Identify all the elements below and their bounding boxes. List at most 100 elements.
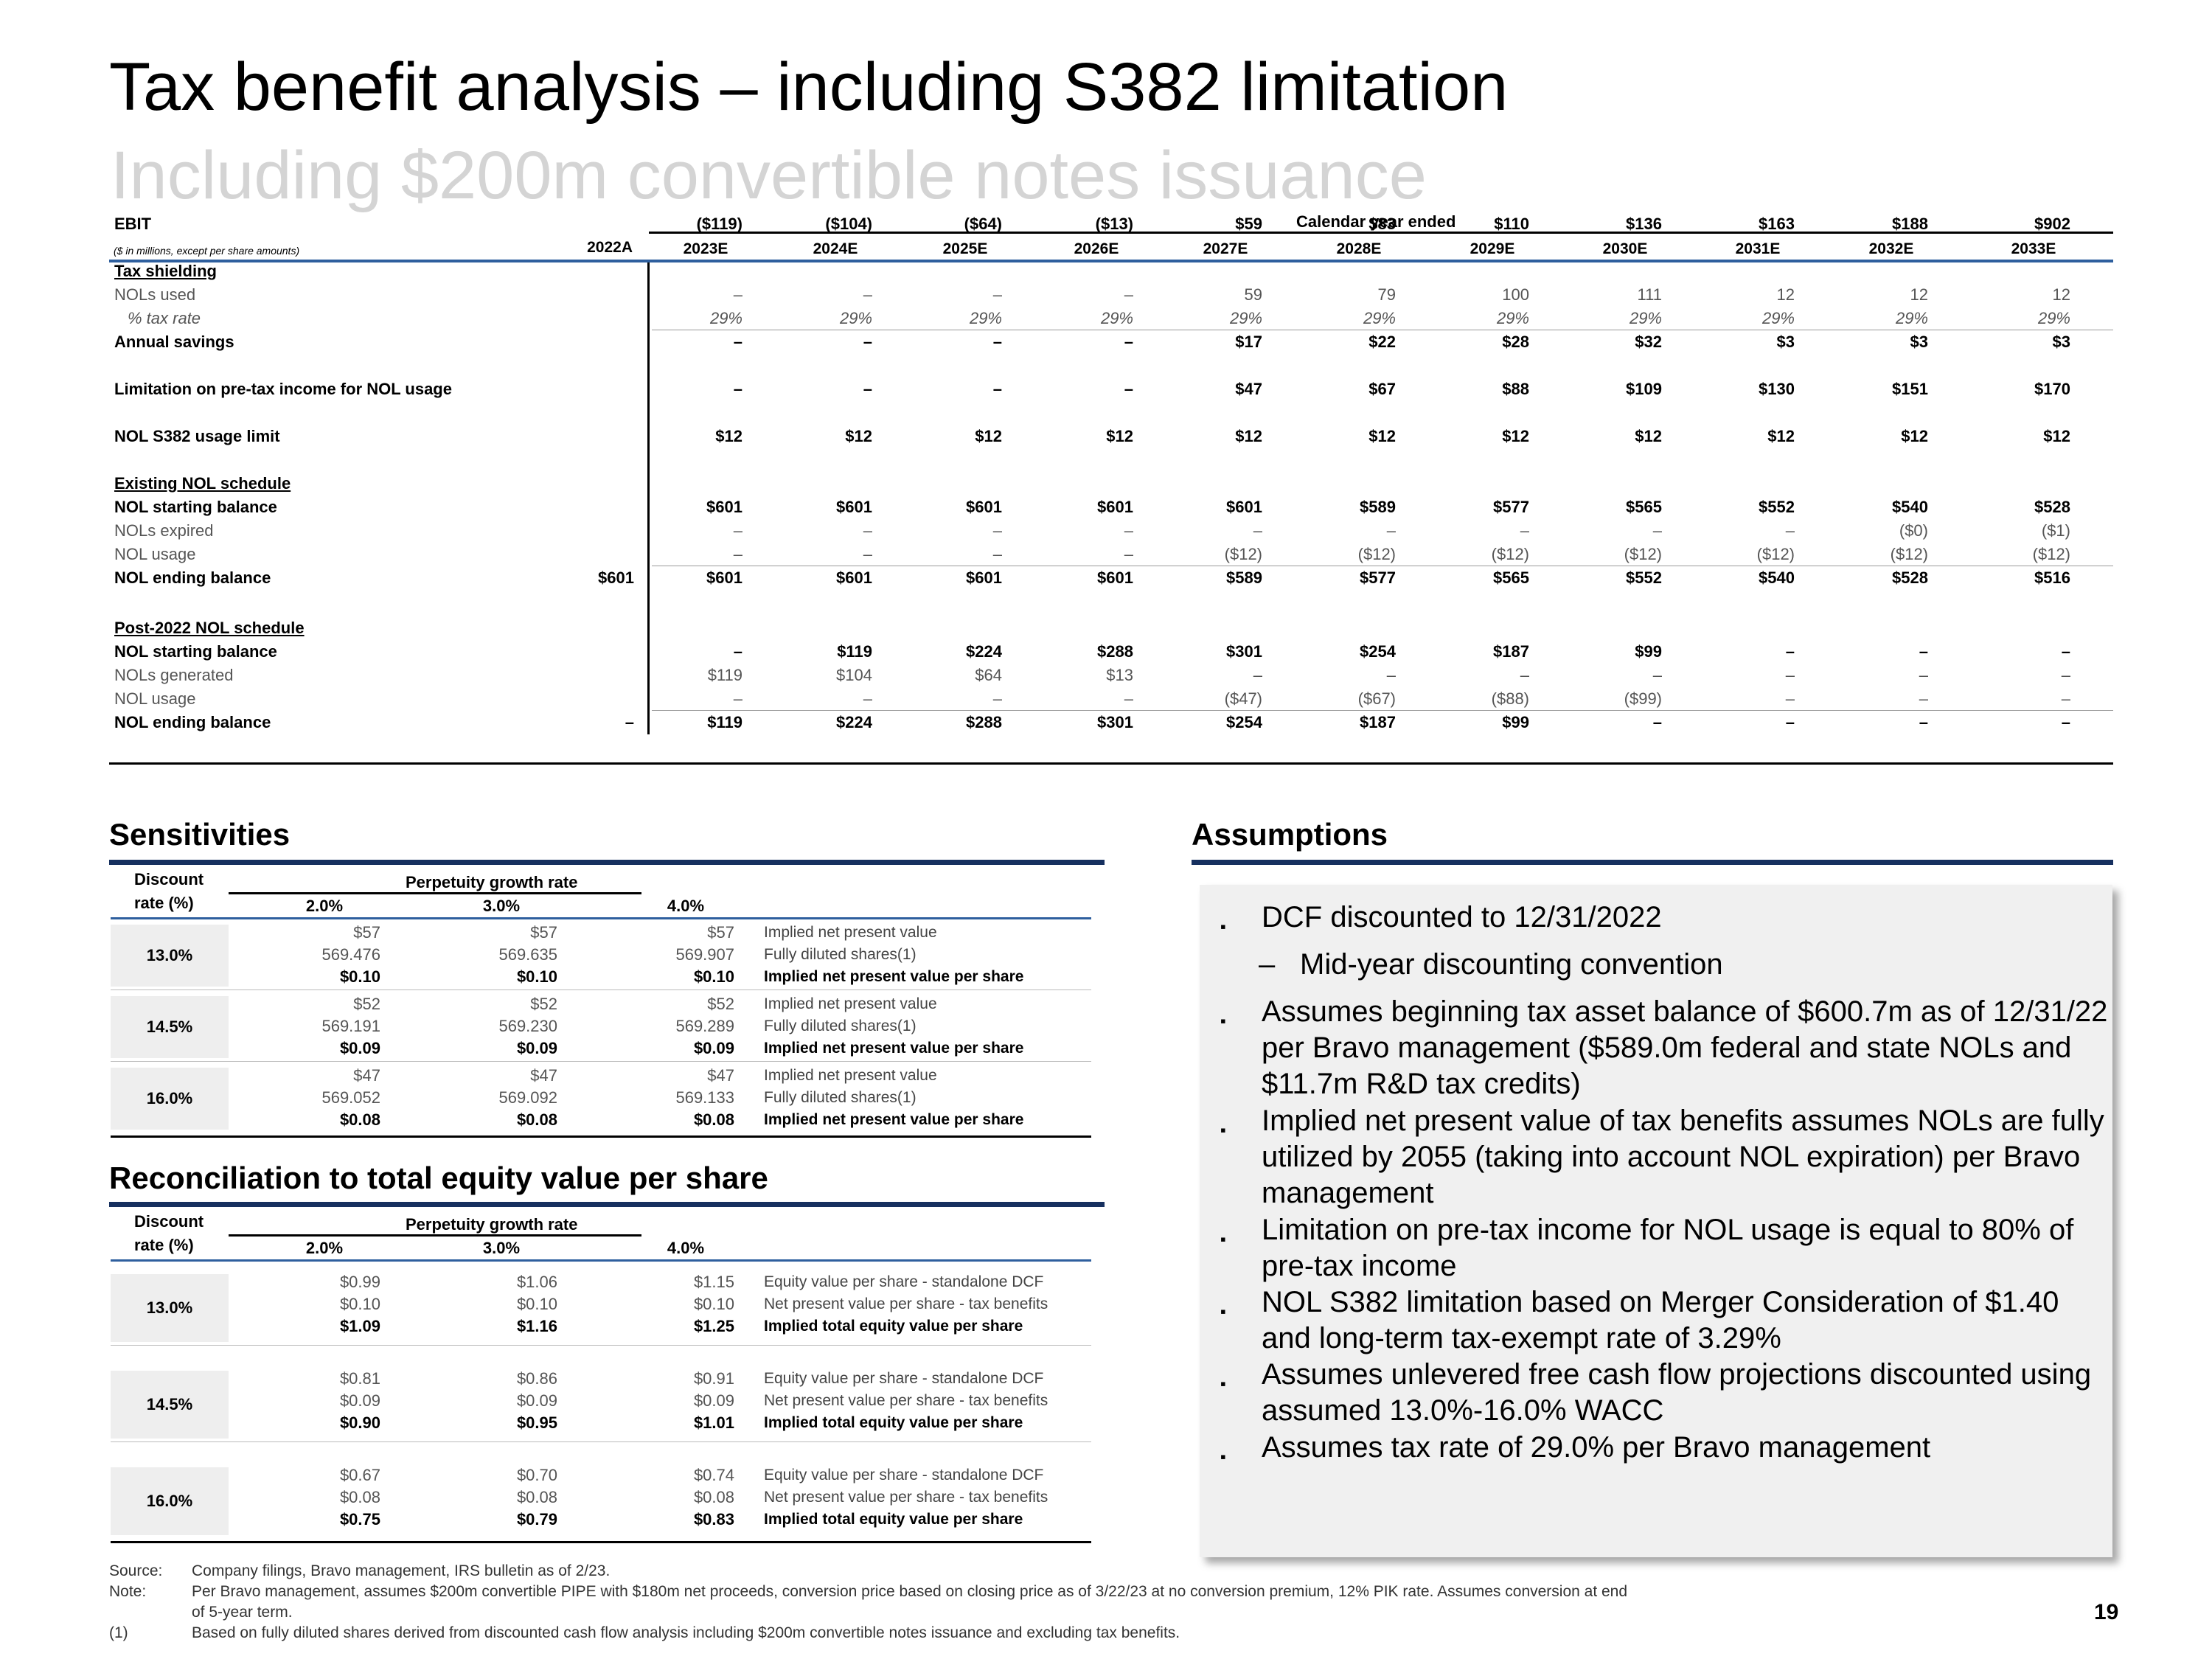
sens-cell-value: $0.10 xyxy=(410,1293,557,1315)
cell: – xyxy=(1030,519,1133,543)
assumption-text: Assumes unlevered free cash flow project… xyxy=(1262,1357,2110,1429)
row-label: NOL ending balance xyxy=(114,711,271,734)
cell: – xyxy=(899,378,1002,401)
sens-cell: $0.70 $0.08 $0.79 xyxy=(410,1464,557,1531)
header-blue-rule xyxy=(111,917,1091,919)
sens-cell: $0.67 $0.08 $0.75 xyxy=(233,1464,380,1531)
sens-cell-value: $0.67 xyxy=(233,1464,380,1486)
cell: – xyxy=(639,543,742,566)
cell: $12 xyxy=(639,425,742,448)
sens-cell-value: $0.74 xyxy=(587,1464,734,1486)
sens-cell-value: $1.06 xyxy=(410,1271,557,1293)
row-existing-usage: NOL usage – – – – ($12) ($12) ($12) ($12) ($12) ($… xyxy=(109,543,2113,566)
cell: $528 xyxy=(1825,566,1928,590)
row-label: NOL S382 usage limit xyxy=(114,425,280,448)
cell: $110 xyxy=(1426,212,1529,236)
sens-cell-value: $57 xyxy=(410,922,557,944)
descriptor: Implied total equity value per share xyxy=(764,1509,1048,1531)
sens-cell-value: $47 xyxy=(233,1065,380,1087)
row-existing-ending: NOL ending balance $601 $601 $601 $601 $601 $5… xyxy=(109,566,2113,590)
sens-cell-value: $0.08 xyxy=(587,1109,734,1131)
page-number: 19 xyxy=(2094,1600,2118,1625)
square-bullet-icon: ▪ xyxy=(1220,1112,1226,1148)
page-subtitle: Including $200m convertible notes issuan… xyxy=(111,142,1427,209)
cell: $28 xyxy=(1426,330,1529,354)
descriptor: Implied net present value per share xyxy=(764,1109,1023,1131)
page-title: Tax benefit analysis – including S382 li… xyxy=(109,53,1508,121)
cell: $589 xyxy=(1159,566,1262,590)
year-header: 2029E xyxy=(1441,239,1544,260)
row-label: % tax rate xyxy=(128,307,201,330)
sens-cell: $57 569.907 $0.10 xyxy=(587,922,734,988)
sens-cell-value: $1.25 xyxy=(587,1315,734,1338)
descriptor-block: Equity value per share - standalone DCF N… xyxy=(764,1271,1048,1338)
square-bullet-icon: ▪ xyxy=(1220,1293,1226,1329)
cell: $254 xyxy=(1159,711,1262,734)
sens-cell-value: $0.95 xyxy=(410,1412,557,1434)
cell: $99 xyxy=(1426,711,1529,734)
row-label: EBIT xyxy=(114,212,151,236)
cell: 29% xyxy=(1159,307,1262,330)
discount-rate-label: 16.0% xyxy=(111,1068,229,1130)
sens-cell: $1.15 $0.10 $1.25 xyxy=(587,1271,734,1338)
cell: – xyxy=(1030,543,1133,566)
discount-label-1: Discount xyxy=(134,1212,204,1231)
descriptor: Equity value per share - standalone DCF xyxy=(764,1271,1048,1293)
sens-cell: $0.91 $0.09 $1.01 xyxy=(587,1368,734,1434)
year-header: 2027E xyxy=(1174,239,1277,260)
assumptions-box: ▪ DCF discounted to 12/31/2022 – Mid-year d… xyxy=(1200,885,2112,1557)
cell: – xyxy=(639,330,742,354)
sens-cell-value: $0.09 xyxy=(233,1390,380,1412)
cell: – xyxy=(1967,711,2070,734)
square-bullet-icon: ▪ xyxy=(1220,908,1226,945)
sens-cell-value: $47 xyxy=(587,1065,734,1087)
cell: $601 xyxy=(769,566,872,590)
sens-cell-value: $0.08 xyxy=(233,1486,380,1509)
cell: – xyxy=(899,283,1002,307)
cell: $552 xyxy=(1559,566,1662,590)
cell: $540 xyxy=(1825,495,1928,519)
cell: $301 xyxy=(1159,640,1262,664)
cell: $170 xyxy=(1967,378,2070,401)
cell: – xyxy=(1426,519,1529,543)
cell: ($0) xyxy=(1825,519,1928,543)
table-bottom-rule xyxy=(111,1541,1091,1543)
cell: – xyxy=(769,543,872,566)
year-header: 2033E xyxy=(1982,239,2085,260)
sens-cell-value: $0.08 xyxy=(233,1109,380,1131)
row-label: NOL ending balance xyxy=(114,566,271,590)
descriptor: Implied net present value xyxy=(764,993,1023,1015)
cell: $12 xyxy=(1030,425,1133,448)
cell: – xyxy=(1426,664,1529,687)
growth-rate: 4.0% xyxy=(641,1239,730,1258)
cell: 29% xyxy=(1559,307,1662,330)
cell: $601 xyxy=(639,566,742,590)
square-bullet-icon: ▪ xyxy=(1220,1439,1226,1475)
cell: – xyxy=(1559,519,1662,543)
sens-cell-value: 569.476 xyxy=(233,944,380,966)
sens-cell-value: $0.86 xyxy=(410,1368,557,1390)
cell: 29% xyxy=(1426,307,1529,330)
cell: $12 xyxy=(1559,425,1662,448)
cell: $12 xyxy=(1426,425,1529,448)
cell: $22 xyxy=(1293,330,1396,354)
sens-cell: $47 569.133 $0.08 xyxy=(587,1065,734,1131)
cell: $12 xyxy=(1293,425,1396,448)
year-header: 2030E xyxy=(1573,239,1677,260)
cell: ($1) xyxy=(1967,519,2070,543)
row-label: NOL usage xyxy=(114,543,195,566)
cell: $601 xyxy=(1159,495,1262,519)
cell: – xyxy=(769,519,872,543)
growth-rate: 2.0% xyxy=(280,897,369,916)
growth-rate: 3.0% xyxy=(457,897,546,916)
cell: $119 xyxy=(639,664,742,687)
sens-cell-value: $52 xyxy=(410,993,557,1015)
dash-icon: – xyxy=(1259,947,1275,983)
descriptor-block: Implied net present value Fully diluted s… xyxy=(764,1065,1023,1131)
cell: $565 xyxy=(1559,495,1662,519)
source-key: Source: xyxy=(109,1561,190,1582)
cell: ($12) xyxy=(1293,543,1396,566)
year-2022a: 2022A xyxy=(559,239,633,257)
assumptions-bar xyxy=(1192,860,2113,865)
descriptor: Net present value per share - tax benefi… xyxy=(764,1390,1048,1412)
